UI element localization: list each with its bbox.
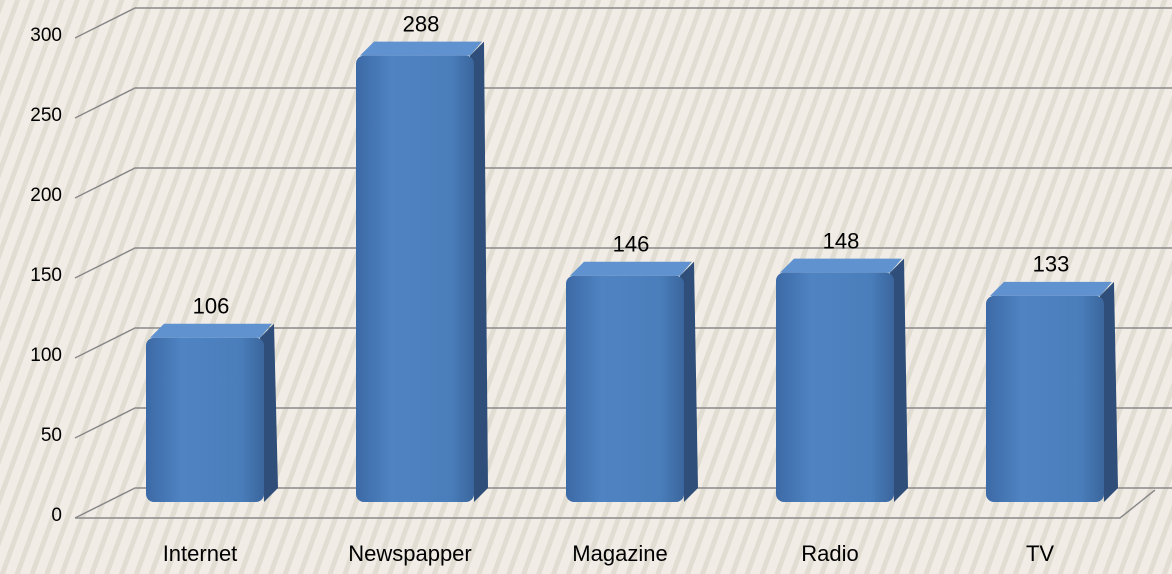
x-tick-label: Internet: [163, 541, 238, 566]
x-tick-label: Radio: [801, 541, 858, 566]
value-label: 148: [823, 228, 860, 253]
y-tick-label: 200: [30, 185, 62, 206]
bar-face: [1100, 281, 1118, 502]
grid-line: [74, 247, 1172, 279]
bar-face: [566, 275, 684, 502]
y-tick-label: 50: [41, 425, 62, 446]
bar-face: [986, 295, 1104, 502]
y-tick-label: 250: [30, 105, 62, 126]
bar-face: [776, 272, 894, 502]
bar-face: [570, 261, 692, 276]
x-tick-label: TV: [1026, 541, 1054, 566]
bar-face: [780, 258, 902, 273]
value-label: 133: [1033, 252, 1070, 277]
bar-face: [990, 281, 1112, 296]
x-tick-label: Magazine: [572, 541, 667, 566]
y-tick-label: 150: [30, 265, 62, 286]
y-tick-label: 300: [30, 25, 62, 46]
bar: [986, 281, 1118, 502]
grid-line: [74, 7, 1172, 39]
grid-line: [74, 167, 1172, 199]
bar-face: [680, 261, 698, 502]
bar-face: [890, 258, 908, 502]
bar: [146, 323, 278, 502]
y-tick-label: 0: [51, 505, 62, 526]
bar-face: [260, 323, 278, 502]
bar-face: [360, 41, 482, 56]
value-label: 288: [403, 11, 440, 36]
value-label: 146: [613, 232, 650, 257]
floor-edge: [75, 489, 1156, 519]
bar: [776, 258, 908, 502]
bar-face: [470, 41, 488, 502]
bar-face: [150, 323, 272, 338]
value-label: 106: [193, 294, 230, 319]
bar: [356, 41, 488, 502]
bar-face: [146, 337, 264, 502]
grid-line: [74, 87, 1172, 119]
y-tick-label: 100: [30, 345, 62, 366]
x-tick-label: Newspapper: [348, 541, 472, 566]
bar-face: [356, 55, 474, 502]
bar: [566, 261, 698, 502]
